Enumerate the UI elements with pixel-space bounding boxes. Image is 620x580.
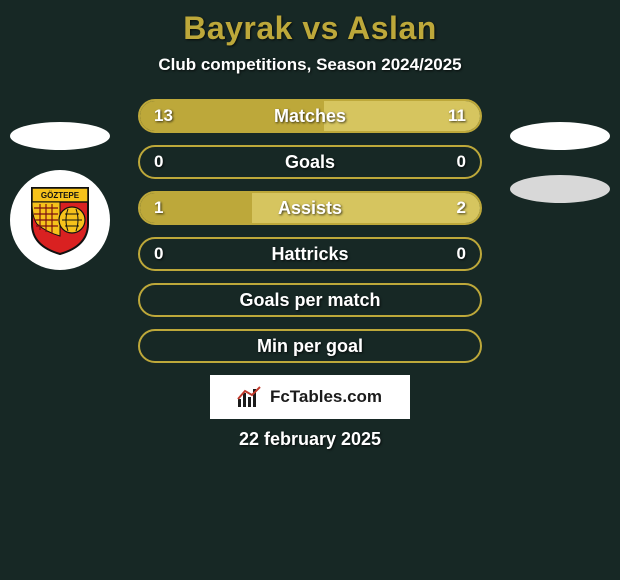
stat-value-left: 1 bbox=[154, 193, 163, 223]
stat-label: Hattricks bbox=[140, 239, 480, 269]
stat-row: Min per goal bbox=[138, 329, 482, 363]
page-title: Bayrak vs Aslan bbox=[0, 10, 620, 47]
stats-bars: Matches1311Goals00Assists12Hattricks00Go… bbox=[138, 99, 482, 363]
stat-row: Assists1 2 bbox=[138, 191, 482, 225]
date: 22 february 2025 bbox=[0, 429, 620, 450]
stat-row: Matches13 11 bbox=[138, 99, 482, 133]
fctables-logo-line-icon bbox=[236, 385, 266, 403]
stat-value-right: 0 bbox=[457, 147, 466, 177]
player-right-ellipse bbox=[510, 122, 610, 150]
stat-value-right: 2 bbox=[457, 193, 466, 223]
watermark-text: FcTables.com bbox=[270, 387, 382, 407]
watermark: FcTables.com bbox=[210, 375, 410, 419]
stat-row: Goals per match bbox=[138, 283, 482, 317]
stat-value-left: 0 bbox=[154, 239, 163, 269]
stat-label: Goals per match bbox=[140, 285, 480, 315]
stat-value-right: 11 bbox=[448, 101, 466, 131]
player-left-ellipse bbox=[10, 122, 110, 150]
comparison-infographic: Bayrak vs Aslan Club competitions, Seaso… bbox=[0, 0, 620, 580]
club-right-ellipse bbox=[510, 175, 610, 203]
stat-value-right: 0 bbox=[457, 239, 466, 269]
svg-text:GÖZTEPE: GÖZTEPE bbox=[41, 191, 80, 200]
club-left-logo: GÖZTEPE bbox=[10, 170, 110, 270]
stat-value-left: 13 bbox=[154, 101, 173, 131]
stat-label: Min per goal bbox=[140, 331, 480, 361]
goztepe-crest-icon: GÖZTEPE bbox=[24, 184, 96, 256]
stat-row: Goals0 0 bbox=[138, 145, 482, 179]
stat-label: Goals bbox=[140, 147, 480, 177]
stat-label: Assists bbox=[140, 193, 480, 223]
stat-row: Hattricks0 0 bbox=[138, 237, 482, 271]
subtitle: Club competitions, Season 2024/2025 bbox=[0, 55, 620, 75]
stat-value-left: 0 bbox=[154, 147, 163, 177]
stat-label: Matches bbox=[140, 101, 480, 131]
